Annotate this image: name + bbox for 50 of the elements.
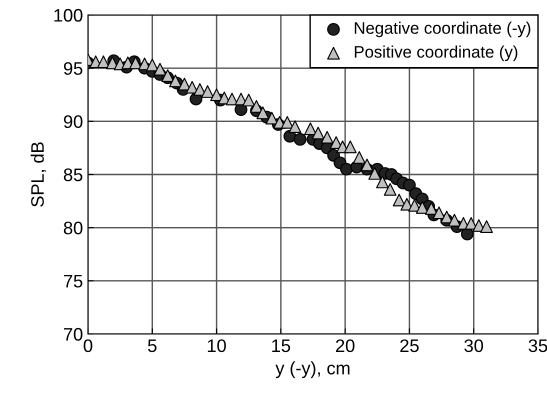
y-tick-label: 70 — [64, 328, 82, 341]
y-axis-title: SPL, dB — [30, 142, 46, 207]
x-tick-label: 15 — [272, 340, 290, 352]
point — [352, 151, 366, 164]
x-axis-title: y (-y), cm — [275, 361, 350, 378]
point — [424, 202, 438, 215]
point — [480, 220, 493, 233]
point — [97, 55, 110, 68]
x-tick-label: 10 — [208, 339, 226, 352]
y-tick-label: 90 — [64, 115, 82, 128]
point — [280, 116, 294, 129]
y-tick-label: 100 — [54, 8, 82, 22]
point — [146, 58, 159, 72]
point — [161, 69, 174, 82]
point — [368, 167, 382, 180]
point — [210, 88, 223, 102]
point — [304, 122, 317, 136]
x-tick-label: 35 — [528, 339, 547, 352]
y-tick-label: 95 — [64, 62, 82, 75]
x-tick-label: 5 — [148, 340, 157, 352]
legend-label: Negative coordinate (-y) — [354, 22, 530, 38]
x-tick-label: 20 — [336, 339, 354, 352]
point — [403, 178, 416, 192]
point — [360, 158, 374, 172]
y-tick-label: 80 — [64, 222, 82, 234]
x-tick-label: 0 — [84, 339, 92, 352]
point — [344, 140, 357, 154]
point — [154, 62, 166, 76]
point — [294, 133, 307, 146]
point — [416, 201, 429, 214]
y-tick-label: 75 — [64, 274, 82, 288]
point — [376, 176, 389, 188]
x-tick-label: 25 — [400, 339, 419, 352]
point — [320, 130, 334, 144]
point — [340, 162, 353, 176]
point — [242, 94, 256, 106]
point — [440, 210, 454, 224]
point — [256, 106, 270, 120]
y-tick-label: 85 — [64, 168, 82, 182]
point — [392, 194, 406, 206]
point — [384, 183, 397, 196]
x-tick-label: 30 — [464, 339, 484, 352]
point — [448, 214, 461, 227]
point — [201, 85, 214, 98]
point — [312, 126, 325, 140]
legend-label: Positive coordinate (y) — [354, 46, 518, 62]
point — [265, 112, 278, 125]
point — [288, 120, 302, 134]
point — [432, 206, 446, 220]
point — [178, 78, 191, 90]
